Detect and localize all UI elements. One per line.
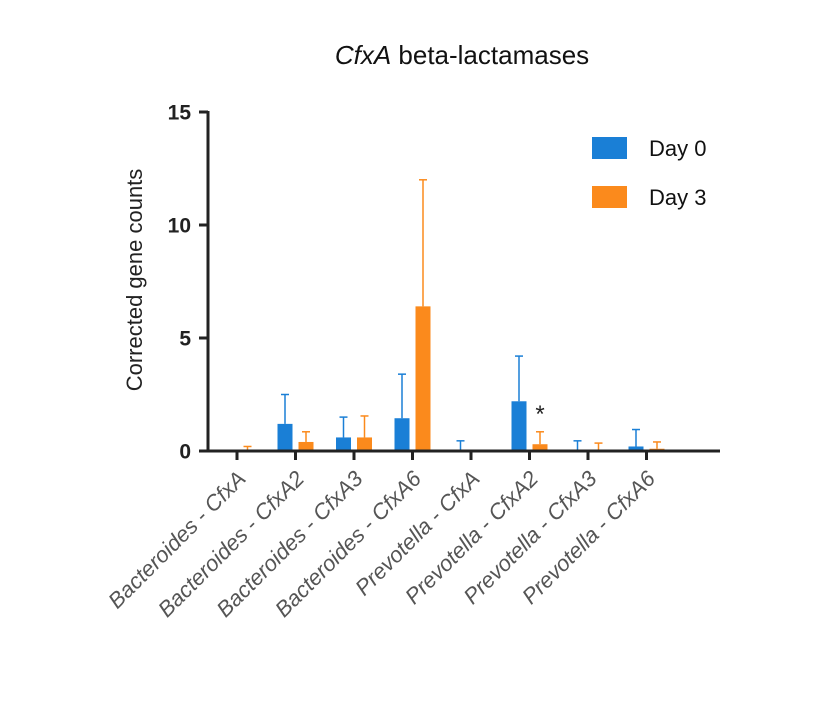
y-axis-title: Corrected gene counts bbox=[122, 169, 147, 392]
annotations-group: * bbox=[535, 401, 544, 428]
bar-day-0-3 bbox=[394, 418, 410, 451]
bar-day-0-5 bbox=[511, 401, 527, 451]
legend-label-day-3: Day 3 bbox=[649, 185, 706, 210]
bar-day-0-7 bbox=[628, 446, 644, 451]
legend-swatch-day-0 bbox=[592, 137, 627, 159]
legend-swatch-day-3 bbox=[592, 186, 627, 208]
x-tick-label-gene-7: CfxA6 bbox=[600, 465, 661, 526]
y-tick-label-10: 10 bbox=[168, 215, 191, 238]
y-tick-label-5: 5 bbox=[179, 328, 191, 351]
bar-day-0-1 bbox=[277, 423, 293, 451]
error-bars-group bbox=[243, 179, 661, 450]
legend: Day 0 Day 3 bbox=[592, 136, 706, 210]
chart-title: CfxA beta-lactamases bbox=[335, 40, 589, 70]
legend-label-day-0: Day 0 bbox=[649, 136, 706, 161]
chart-title-rest: beta-lactamases bbox=[391, 40, 589, 70]
bar-day-3-3 bbox=[415, 306, 431, 451]
bar-day-3-5 bbox=[532, 444, 548, 451]
y-tick-label-0: 0 bbox=[179, 441, 191, 464]
y-tick-label-15: 15 bbox=[168, 102, 192, 125]
chart-title-italic: CfxA bbox=[335, 40, 391, 70]
bar-day-0-2 bbox=[336, 437, 351, 451]
bars-group bbox=[240, 306, 665, 451]
significance-marker-0: * bbox=[535, 401, 544, 428]
bar-day-3-2 bbox=[357, 437, 372, 451]
bar-day-3-1 bbox=[298, 441, 314, 451]
